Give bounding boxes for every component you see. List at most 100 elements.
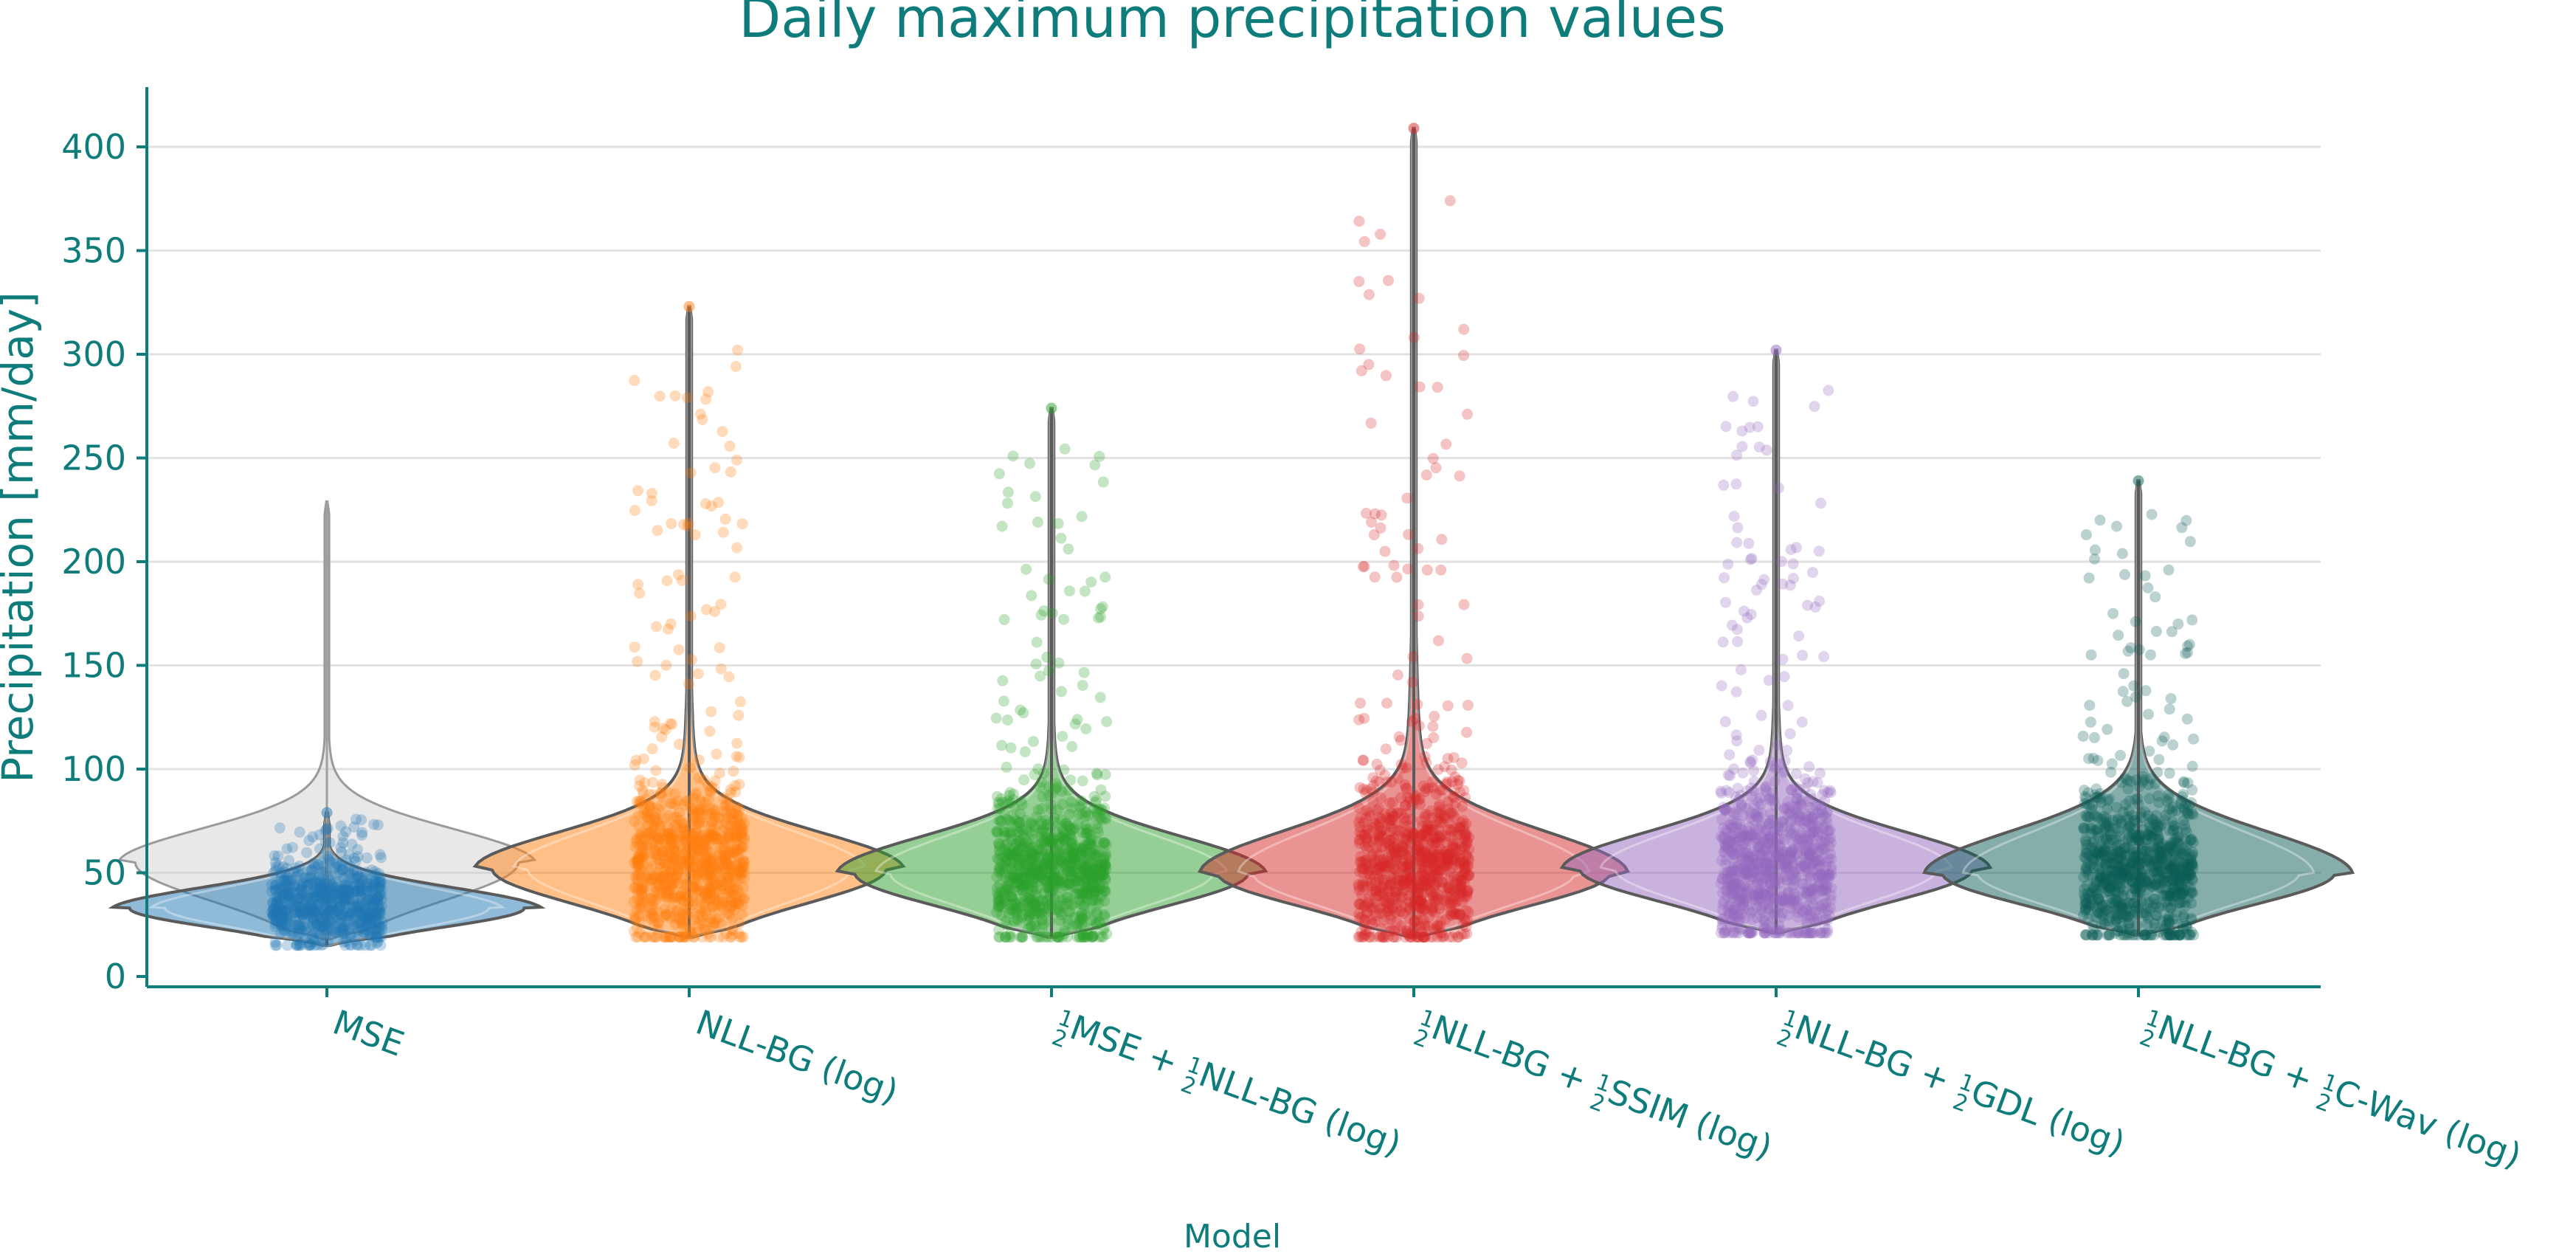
data-point [325,917,337,929]
data-point [1460,850,1472,861]
data-point [336,909,347,921]
data-point [1406,676,1418,688]
data-point [693,772,705,784]
data-point [267,903,279,915]
data-point [268,897,280,909]
data-point [1427,452,1439,464]
data-point [371,937,382,949]
data-point [2119,569,2130,580]
data-point [370,895,382,906]
data-point [272,908,284,920]
data-point [1097,601,1108,613]
data-point [297,909,309,921]
data-point [1796,716,1808,728]
data-point [325,914,336,926]
data-point [1818,651,1830,663]
data-point [319,892,331,903]
data-point [1396,845,1408,857]
data-point [315,909,326,921]
data-point [353,925,365,937]
data-point [351,881,363,892]
data-point [1043,665,1054,677]
data-point [2094,514,2106,526]
data-point [314,898,325,909]
data-point [332,889,343,900]
data-point [347,886,359,898]
data-point [1057,731,1068,743]
data-point [1413,292,1425,304]
data-point [732,344,744,356]
data-point [705,807,717,819]
data-point [325,899,337,911]
data-point [280,875,292,887]
data-point [281,919,293,931]
data-point [274,882,286,894]
data-point [293,920,304,931]
data-point [631,855,643,867]
data-point [305,903,317,914]
data-point [321,908,333,920]
data-point [1761,785,1772,797]
data-point [340,878,352,889]
data-point [277,881,289,892]
data-point [280,905,292,916]
data-point [289,903,300,915]
data-point [1769,842,1781,854]
data-point [320,927,332,939]
data-point [1077,680,1088,692]
data-point [356,830,367,841]
data-point [334,901,346,913]
data-point [1404,913,1416,925]
data-point [338,936,349,948]
data-point [1427,782,1439,793]
data-point [311,926,323,938]
data-point [637,841,649,852]
data-point [1440,438,1452,450]
data-point [2186,760,2198,772]
data-point [1717,636,1729,648]
data-point [1446,764,1457,776]
data-point [369,866,381,878]
data-point [354,886,366,898]
data-point [294,906,306,917]
data-point [330,893,342,905]
data-point [1462,408,1474,420]
data-point [1380,370,1392,382]
data-point [297,895,309,906]
data-point [354,901,366,913]
data-point [294,888,305,900]
data-point [294,940,305,951]
data-point [1367,821,1378,833]
data-point [281,843,293,855]
data-point [1822,914,1834,926]
data-point [654,390,666,402]
data-point [351,899,363,911]
data-point [373,909,384,921]
data-point [270,904,282,916]
data-point [2142,582,2154,593]
data-point [310,875,322,886]
data-point [1449,908,1461,920]
data-point [1812,912,1823,924]
data-point [360,912,372,924]
data-point [1454,775,1465,787]
data-point [347,895,359,906]
data-point [298,907,310,919]
data-point [269,906,280,917]
data-point [269,865,281,876]
data-point [731,871,742,883]
data-point [1375,228,1387,240]
data-point [337,890,349,902]
data-point [321,894,333,906]
data-point [724,885,736,897]
data-point [332,903,344,914]
data-point [1068,843,1080,855]
data-point [274,894,286,906]
data-point [684,833,696,844]
data-point [1787,558,1799,570]
data-point [365,914,376,926]
data-point [1763,675,1775,686]
data-point [733,751,745,763]
data-point [1028,736,1039,748]
data-point [266,886,277,898]
